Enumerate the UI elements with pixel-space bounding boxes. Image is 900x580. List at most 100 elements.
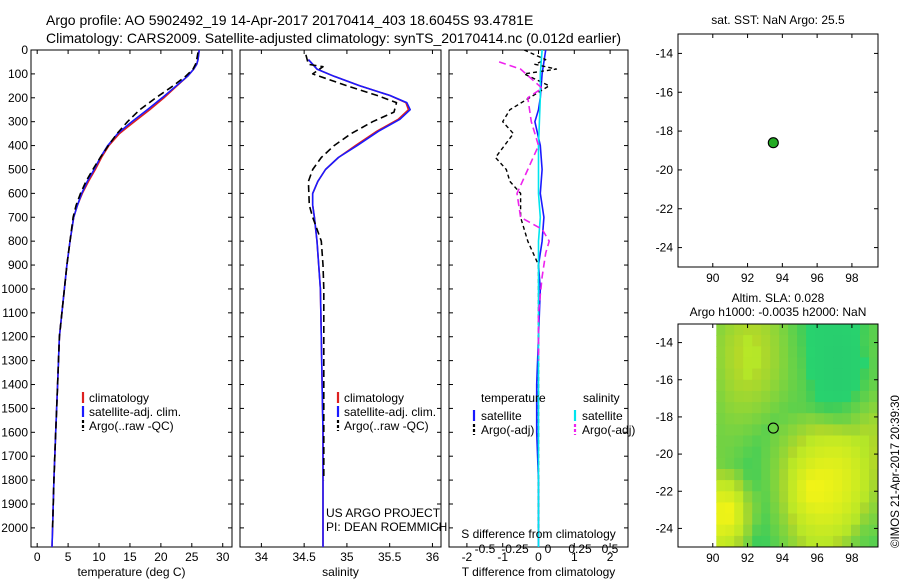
legend-label: satellite-adj. clim. [344,405,436,419]
heatmap-cell [797,446,807,459]
y-tick-label: 500 [8,162,28,176]
heatmap-cell [851,379,861,392]
heatmap-cell [716,524,726,537]
series-group [305,54,412,547]
heatmap-cell [770,457,780,470]
y-tick-label: -18 [656,124,674,138]
heatmap-cell [833,402,843,414]
y-tick-label: -16 [656,85,674,99]
heatmap-cell [788,402,798,414]
heatmap-cell [842,491,852,504]
heatmap-cell [806,480,816,492]
heatmap-cell [806,457,816,470]
legend-label: Argo(..raw -QC) [344,419,429,433]
heatmap-cell [779,379,789,392]
heatmap-cell [743,379,753,392]
heatmap-cell [797,491,807,504]
x-tick-label: 90 [706,271,720,285]
y-tick-label: 1200 [1,330,28,344]
x-tick-label: 92 [741,551,755,565]
heatmap-cell [734,491,744,504]
heatmap-cell [743,502,753,515]
top-tick-label: -0.5 [475,542,496,556]
heatmap-cell [842,446,852,459]
legend-label: satellite-adj. clim. [89,405,181,419]
series-line-satellite-adj-clim- [307,59,412,547]
heatmap-cell [734,480,744,492]
heatmap-cell [743,524,753,537]
heatmap-cell [770,469,780,481]
heatmap-cell [743,368,753,381]
heatmap-cell [797,502,807,515]
heatmap-cell [716,335,726,347]
heatmap-cell [833,335,843,347]
legend-title-salinity: salinity [583,391,620,405]
heatmap-cell [761,513,771,526]
title-line-2: Climatology: CARS2009. Satellite-adjuste… [46,30,622,46]
heatmap-cell [797,335,807,347]
heatmap-cell [734,424,744,437]
annotation-project: US ARGO PROJECT [326,506,441,520]
heatmap-cell [752,480,762,492]
heatmap-cell [824,491,834,504]
heatmap-cell [752,524,762,537]
heatmap-cell [806,513,816,526]
heatmap-cell [824,424,834,437]
x-tick-label: 20 [154,550,168,564]
heatmap-cell [761,346,771,359]
heatmap-cell [842,469,852,481]
heatmap-cell [851,424,861,437]
heatmap-cell [770,402,780,414]
heatmap-cell [833,379,843,392]
top-tick-label: -0.25 [501,542,529,556]
heatmap-cell [815,379,825,392]
y-tick-label: -24 [656,241,674,255]
heatmap-cell [788,446,798,459]
heatmap-cell [860,480,870,492]
x-axis-label: salinity [322,565,359,579]
heatmap-cell [716,402,726,414]
heatmap-cell [779,469,789,481]
heatmap-cell [743,435,753,448]
heatmap-cell [743,446,753,459]
heatmap-cell [797,368,807,381]
heatmap-cell [842,413,852,425]
heatmap-cell [824,324,834,336]
y-tick-label: 1300 [1,354,28,368]
heatmap-cell [752,424,762,437]
heatmap-cell [761,402,771,414]
heatmap-cell [806,379,816,392]
heatmap-cell [779,535,789,547]
heatmap-cell [725,446,735,459]
heatmap-cell [797,513,807,526]
heatmap-cell [806,357,816,370]
heatmap-cell [851,346,861,359]
heatmap-cell [869,480,878,492]
heatmap-cell [860,535,870,547]
heatmap-cell [851,324,861,336]
heatmap-cell [752,357,762,370]
heatmap-cell [743,513,753,526]
heatmap-cell [833,435,843,448]
heatmap-cell [752,435,762,448]
heatmap-cell [860,491,870,504]
heatmap-cell [851,491,861,504]
heatmap-cell [752,346,762,359]
heatmap-cell [752,502,762,515]
y-tick-label: 2000 [1,521,28,535]
heatmap-cell [833,524,843,537]
heatmap-cell [824,502,834,515]
heatmap-cell [851,513,861,526]
heatmap-cell [761,524,771,537]
x-tick-label: 0 [535,550,542,564]
heatmap-cell [806,435,816,448]
y-tick-label: 800 [8,234,28,248]
heatmap-cell [743,324,753,336]
y-tick-label: 100 [8,67,28,81]
heatmap-cell [806,324,816,336]
y-tick-label: -14 [656,46,674,60]
heatmap-cell [833,413,843,425]
heatmap-cell [869,335,878,347]
heatmap-cell [788,357,798,370]
y-tick-label: -20 [656,163,674,177]
